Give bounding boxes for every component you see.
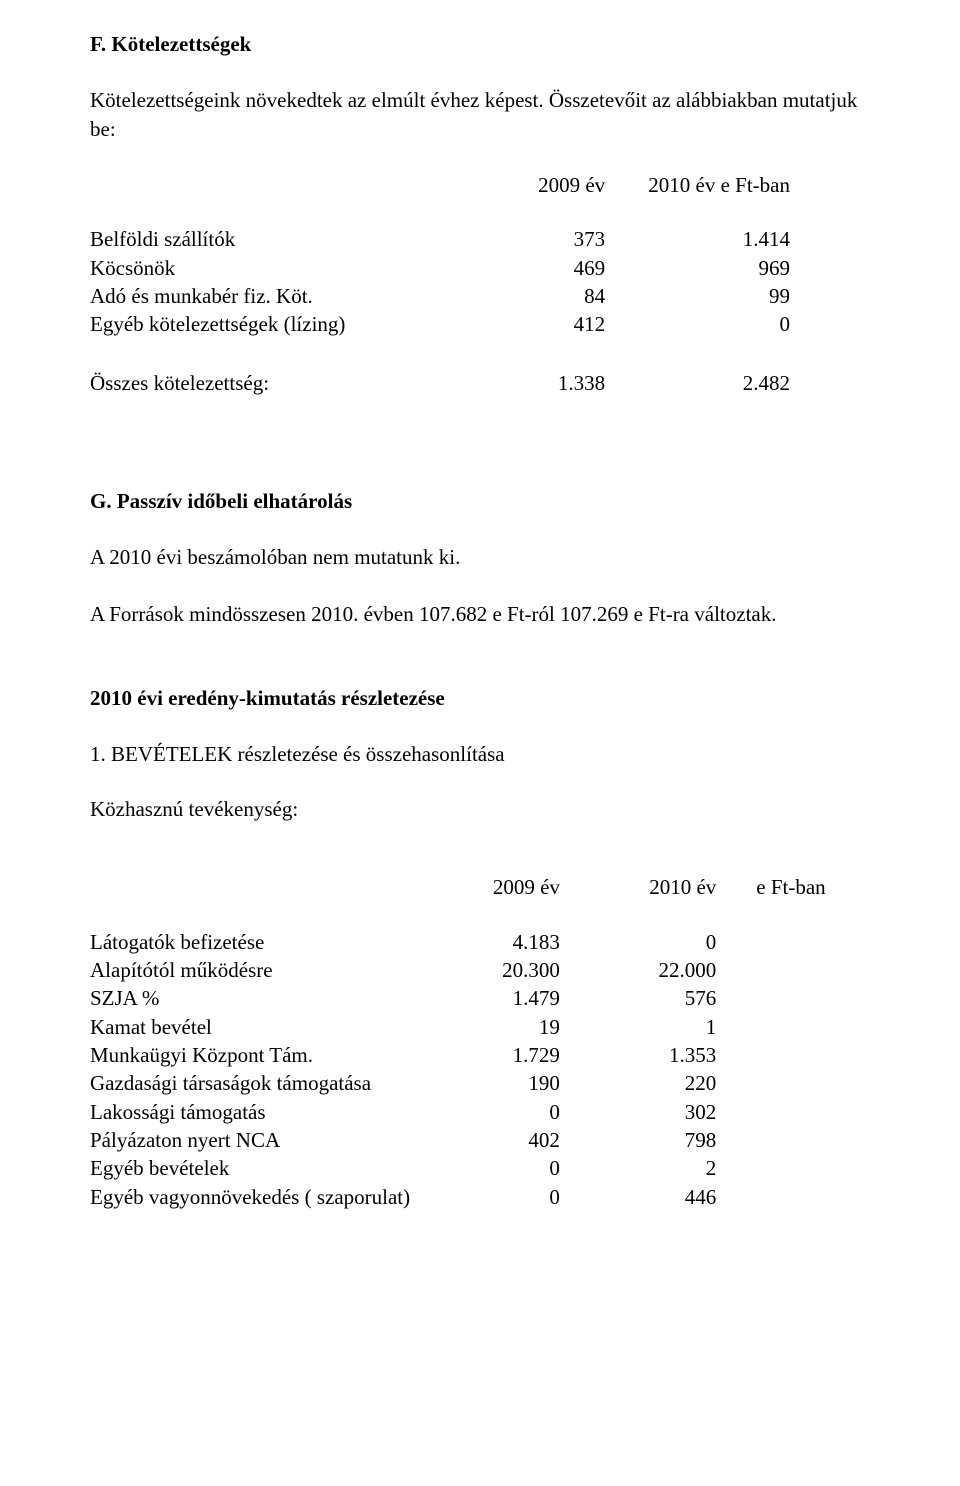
table-row: Kamat bevétel 19 1 [90,1013,870,1041]
row-value: 20.300 [434,956,590,984]
table-row: Látogatók befizetése 4.183 0 [90,928,870,956]
result-sub1: 1. BEVÉTELEK részletezése és összehasonl… [90,740,870,768]
row-label: Adó és munkabér fiz. Köt. [90,282,462,310]
table-row: Adó és munkabér fiz. Köt. 84 99 [90,282,870,310]
row-label: Egyéb kötelezettségek (lízing) [90,310,462,338]
row-value: 0 [434,1098,590,1126]
table-row: Egyéb bevételek 0 2 [90,1154,870,1182]
row-label: Belföldi szállítók [90,225,462,253]
row-value: 0 [590,928,746,956]
col-header: 2010 év [590,873,746,927]
row-value: 220 [590,1069,746,1097]
row-value: 1.414 [645,225,870,253]
row-value: 446 [590,1183,746,1211]
row-label: Alapítótól működésre [90,956,434,984]
section-f-table: 2009 év 2010 év e Ft-ban Belföldi szállí… [90,171,870,339]
table-row: Alapítótól működésre 20.300 22.000 [90,956,870,984]
row-value: 1 [590,1013,746,1041]
row-value: 969 [645,254,870,282]
table-row: Lakossági támogatás 0 302 [90,1098,870,1126]
section-f-intro: Kötelezettségeink növekedtek az elmúlt é… [90,86,870,143]
table-header-row: 2009 év 2010 év e Ft-ban [90,171,870,225]
row-value: 1.479 [434,984,590,1012]
row-value: 402 [434,1126,590,1154]
row-value: 469 [462,254,645,282]
row-value: 0 [434,1183,590,1211]
row-value: 1.353 [590,1041,746,1069]
table-row: SZJA % 1.479 576 [90,984,870,1012]
row-value: 84 [462,282,645,310]
row-label: Egyéb vagyonnövekedés ( szaporulat) [90,1183,434,1211]
row-value: 1.729 [434,1041,590,1069]
row-label: Összes kötelezettség: [90,369,462,397]
col-header: e Ft-ban [746,873,870,927]
section-g-heading: G. Passzív időbeli elhatárolás [90,487,870,515]
row-value: 373 [462,225,645,253]
col-header: 2010 év e Ft-ban [645,171,870,225]
table-row: Munkaügyi Központ Tám. 1.729 1.353 [90,1041,870,1069]
row-value: 798 [590,1126,746,1154]
table-header-row: 2009 év 2010 év e Ft-ban [90,873,870,927]
row-value: 0 [434,1154,590,1182]
row-label: Egyéb bevételek [90,1154,434,1182]
row-value: 2 [590,1154,746,1182]
row-value: 19 [434,1013,590,1041]
section-f-total-table: Összes kötelezettség: 1.338 2.482 [90,369,870,397]
row-value: 99 [645,282,870,310]
row-label: SZJA % [90,984,434,1012]
result-heading: 2010 évi eredény-kimutatás részletezése [90,684,870,712]
row-value: 4.183 [434,928,590,956]
row-value: 302 [590,1098,746,1126]
table-row: Egyéb kötelezettségek (lízing) 412 0 [90,310,870,338]
section-f-heading: F. Kötelezettségek [90,30,870,58]
col-header: 2009 év [462,171,645,225]
table-row: Gazdasági társaságok támogatása 190 220 [90,1069,870,1097]
row-value: 22.000 [590,956,746,984]
row-label: Pályázaton nyert NCA [90,1126,434,1154]
row-value: 190 [434,1069,590,1097]
row-label: Látogatók befizetése [90,928,434,956]
result-table: 2009 év 2010 év e Ft-ban Látogatók befiz… [90,873,870,1211]
result-sub2: Közhasznú tevékenység: [90,795,870,823]
col-header: 2009 év [434,873,590,927]
row-value: 576 [590,984,746,1012]
row-value: 2.482 [645,369,870,397]
row-value: 412 [462,310,645,338]
table-row: Köcsönök 469 969 [90,254,870,282]
section-g-line2: A Források mindösszesen 2010. évben 107.… [90,600,870,628]
table-row: Egyéb vagyonnövekedés ( szaporulat) 0 44… [90,1183,870,1211]
row-value: 0 [645,310,870,338]
row-label: Kamat bevétel [90,1013,434,1041]
section-g-line1: A 2010 évi beszámolóban nem mutatunk ki. [90,543,870,571]
row-label: Munkaügyi Központ Tám. [90,1041,434,1069]
table-row: Pályázaton nyert NCA 402 798 [90,1126,870,1154]
table-row: Belföldi szállítók 373 1.414 [90,225,870,253]
row-label: Gazdasági társaságok támogatása [90,1069,434,1097]
row-label: Lakossági támogatás [90,1098,434,1126]
table-row: Összes kötelezettség: 1.338 2.482 [90,369,870,397]
row-label: Köcsönök [90,254,462,282]
row-value: 1.338 [462,369,645,397]
